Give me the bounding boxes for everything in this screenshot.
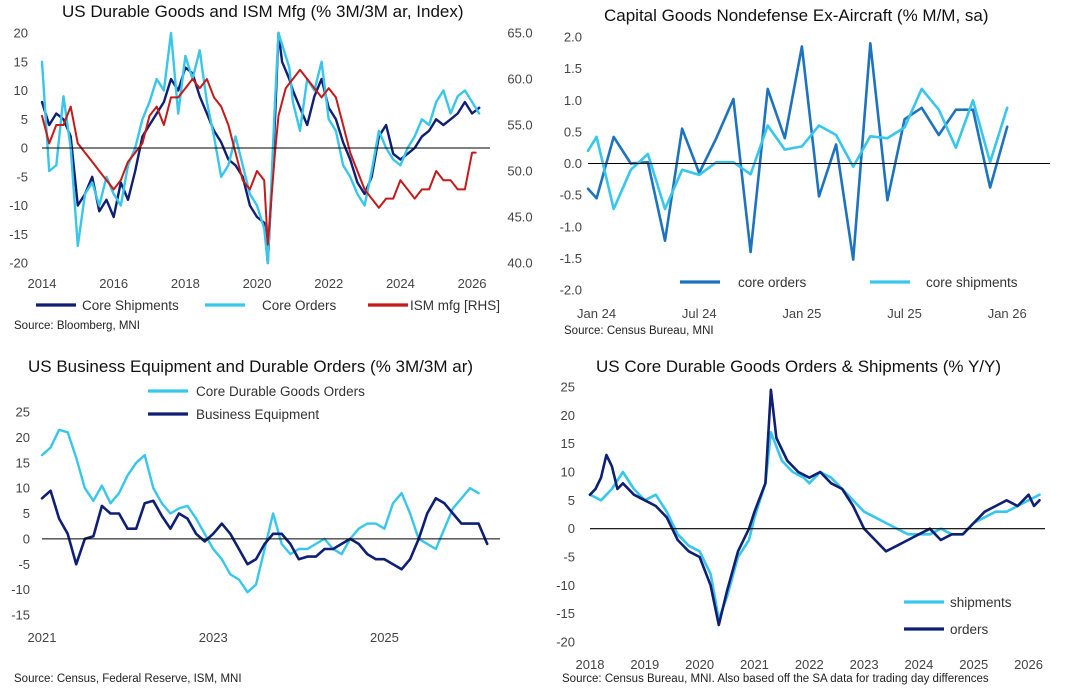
x-tick-label: 2023: [850, 657, 879, 672]
y-tick-label: 1.0: [564, 93, 582, 108]
y-tick-label: 0: [568, 521, 575, 536]
legend-label-0: shipments: [950, 595, 1012, 610]
x-tick-label: Jan 24: [577, 306, 616, 321]
y-tick-label: -5: [563, 550, 575, 565]
y-tick-label: -15: [11, 608, 30, 623]
series-line-1: [40, 489, 489, 571]
y-tick-label: 20: [561, 408, 575, 423]
legend-label-1: orders: [950, 622, 989, 637]
y-tick-label: 10: [561, 465, 575, 480]
series-line-0: [40, 428, 480, 594]
y-tick-label: -1.0: [560, 219, 582, 234]
x-tick-label: 2018: [171, 276, 200, 291]
y2-tick-label: 60.0: [507, 72, 532, 87]
legend-label-0: Core Shipments: [82, 298, 179, 313]
legend-label-2: ISM mfg [RHS]: [410, 298, 500, 313]
legend-label-0: core orders: [738, 275, 807, 290]
y-tick-label: -10: [11, 582, 30, 597]
x-tick-label: 2022: [795, 657, 824, 672]
y-tick-label: 15: [561, 436, 575, 451]
y-tick-label: 1.5: [564, 61, 582, 76]
x-tick-label: Jan 25: [782, 306, 821, 321]
y-tick-label: 25: [561, 380, 575, 395]
y-tick-label: 15: [14, 54, 28, 69]
chart-source: Source: Census, Federal Reserve, ISM, MN…: [14, 673, 242, 685]
chart-durable-goods-ism: -20 -15 -10 -5 0 5 10 15 20 40.0 45.0 50.0 55.0 60.0 6…: [9, 26, 532, 314]
chart-title: US Business Equipment and Durable Orders…: [28, 357, 474, 376]
y-tick-label: 0.5: [564, 124, 582, 139]
legend-label-1: Core Orders: [262, 298, 337, 313]
x-tick-label: 2021: [28, 630, 57, 645]
y-tick-label: 0.0: [564, 156, 582, 171]
y-tick-label: 0: [21, 141, 28, 156]
x-tick-label: 2014: [28, 276, 57, 291]
x-tick-label: 2022: [314, 276, 343, 291]
y-tick-label: -2.0: [560, 283, 582, 298]
x-tick-label: 2021: [740, 657, 769, 672]
x-tick-label: 2026: [458, 276, 487, 291]
panel-capital-goods: Capital Goods Nondefense Ex-Aircraft (% …: [540, 0, 1080, 345]
y-tick-label: 5: [21, 112, 28, 127]
chart-capital-goods: -2.0 -1.5 -1.0 -0.5 0.0 0.5 1.0 1.5 2.0 Jan 24 Jul…: [560, 30, 1050, 321]
series-line-0: [586, 41, 1009, 261]
y2-tick-label: 40.0: [507, 256, 532, 271]
y2-tick-label: 45.0: [507, 210, 532, 225]
y-tick-label: -10: [556, 578, 575, 593]
y-tick-label: 20: [16, 430, 30, 445]
y-tick-label: -10: [9, 198, 28, 213]
x-tick-label: 2025: [370, 630, 399, 645]
chart-title: US Core Durable Goods Orders & Shipments…: [596, 357, 1002, 376]
y-tick-label: -0.5: [560, 188, 582, 203]
y-tick-label: -5: [16, 169, 28, 184]
x-tick-label: 2026: [1014, 657, 1043, 672]
legend-label-0: Core Durable Goods Orders: [196, 384, 365, 399]
y-tick-label: 15: [16, 455, 30, 470]
panel-core-durable-yy: US Core Durable Goods Orders & Shipments…: [540, 350, 1080, 697]
series-line-2: [41, 68, 477, 246]
y-tick-label: 20: [14, 26, 28, 41]
x-tick-label: Jul 24: [682, 306, 717, 321]
y-tick-label: 5: [568, 493, 575, 508]
chart-source: Source: Census Bureau, MNI. Also based o…: [562, 673, 989, 685]
series-line-1: [588, 388, 1041, 627]
series-line-1: [40, 31, 481, 265]
x-tick-label: 2016: [99, 276, 128, 291]
series-line-1: [586, 87, 1009, 211]
x-tick-label: 2024: [386, 276, 415, 291]
panel-durable-goods-ism: US Durable Goods and ISM Mfg (% 3M/3M ar…: [0, 0, 540, 345]
y-tick-label: 0: [23, 531, 30, 546]
chart-title: US Durable Goods and ISM Mfg (% 3M/3M ar…: [62, 2, 464, 21]
x-tick-label: Jan 26: [988, 306, 1027, 321]
y2-tick-label: 65.0: [507, 26, 532, 41]
y-tick-label: -5: [18, 557, 30, 572]
x-tick-label: 2019: [630, 657, 659, 672]
y-tick-label: -1.5: [560, 251, 582, 266]
chart-title: Capital Goods Nondefense Ex-Aircraft (% …: [604, 6, 989, 25]
y-tick-label: 10: [16, 481, 30, 496]
x-tick-label: 2025: [959, 657, 988, 672]
y-tick-label: 2.0: [564, 30, 582, 45]
legend-label-1: Business Equipment: [196, 407, 319, 422]
y-tick-label: 25: [16, 405, 30, 420]
y-tick-label: -15: [556, 606, 575, 621]
y-tick-label: -20: [9, 256, 28, 271]
y2-tick-label: 55.0: [507, 118, 532, 133]
y-tick-label: 10: [14, 83, 28, 98]
x-tick-label: 2023: [199, 630, 228, 645]
x-tick-label: 2024: [904, 657, 933, 672]
chart-source: Source: Bloomberg, MNI: [14, 320, 140, 332]
panel-business-equipment: US Business Equipment and Durable Orders…: [0, 350, 540, 697]
x-tick-label: Jul 25: [887, 306, 922, 321]
legend-label-1: core shipments: [926, 275, 1018, 290]
y-tick-label: 5: [23, 506, 30, 521]
x-tick-label: 2020: [243, 276, 272, 291]
chart-source: Source: Census Bureau, MNI: [564, 325, 714, 337]
y-tick-label: -15: [9, 227, 28, 242]
y2-tick-label: 50.0: [507, 164, 532, 179]
x-tick-label: 2018: [576, 657, 605, 672]
y-tick-label: -20: [556, 635, 575, 650]
x-tick-label: 2020: [685, 657, 714, 672]
